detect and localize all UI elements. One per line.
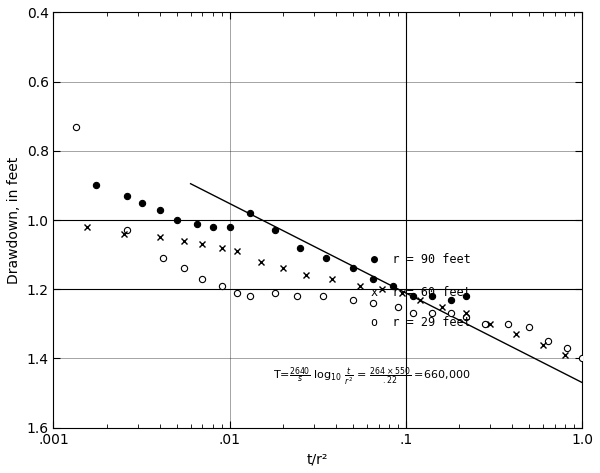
Text: ●  r = 90 feet: ● r = 90 feet	[371, 253, 470, 266]
Text: o  r = 29 feet: o r = 29 feet	[371, 315, 470, 329]
X-axis label: t/r²: t/r²	[307, 452, 328, 466]
Text: x  r = 60 feet: x r = 60 feet	[371, 287, 470, 299]
Text: T=$\frac{2640}{s}$ log$_{10}$ $\frac{t}{r^2}$ = $\frac{264\times550}{.22}$ =660,: T=$\frac{2640}{s}$ log$_{10}$ $\frac{t}{…	[273, 366, 470, 388]
Y-axis label: Drawdown, in feet: Drawdown, in feet	[7, 157, 21, 284]
